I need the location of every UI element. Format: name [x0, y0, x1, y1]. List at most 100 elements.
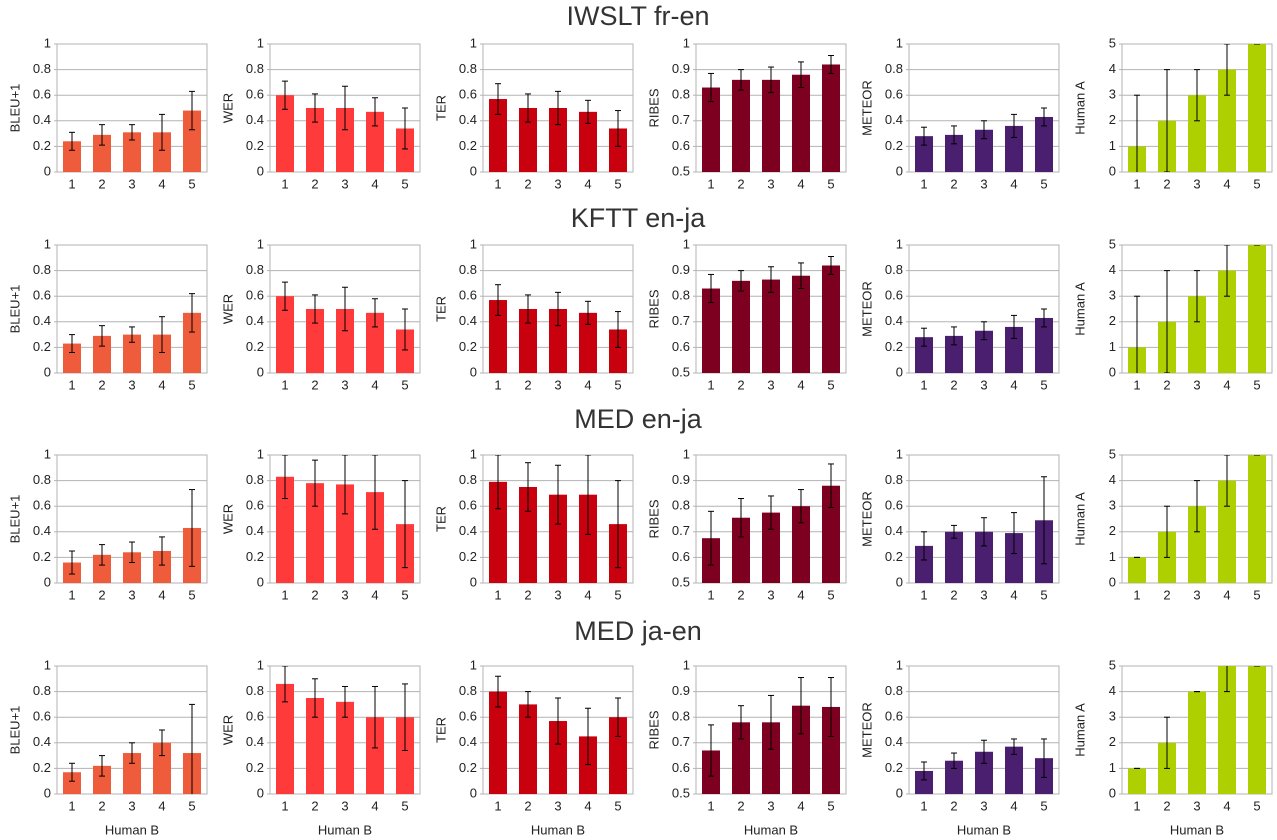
y-tick-label: 3 [1109, 709, 1116, 724]
error-bar [738, 705, 744, 740]
x-tick-label: 5 [401, 587, 408, 602]
x-tick-label: 1 [707, 587, 714, 602]
error-bar [921, 126, 927, 146]
x-tick-label: 2 [311, 176, 318, 191]
bar [945, 335, 963, 373]
error-bar [342, 85, 348, 131]
error-bar [615, 110, 621, 147]
error-bar [372, 97, 378, 127]
error-bar [738, 270, 744, 292]
error-bar [402, 107, 408, 150]
y-tick-label: 0.9 [672, 683, 690, 698]
x-tick-label: 3 [1193, 798, 1200, 813]
y-tick-label: 5 [1109, 657, 1116, 672]
x-tick-label: 4 [158, 798, 165, 813]
bar [93, 134, 111, 172]
y-axis-label: METEOR [859, 702, 874, 758]
y-tick-label: 1 [1109, 760, 1116, 775]
y-axis-label: RIBES [646, 88, 661, 127]
x-tick-label: 2 [737, 798, 744, 813]
y-tick-label: 4 [1109, 262, 1116, 277]
x-tick-label: 4 [797, 798, 804, 813]
x-tick-label: 2 [737, 377, 744, 392]
error-bar [402, 683, 408, 751]
bar [93, 335, 111, 373]
y-tick-label: 0.6 [459, 288, 477, 303]
x-tick-label: 5 [1253, 798, 1260, 813]
error-bar [129, 326, 135, 343]
error-bar [981, 120, 987, 140]
bar [1188, 691, 1206, 794]
y-tick-label: 0.2 [459, 760, 477, 775]
y-tick-label: 0.6 [33, 709, 51, 724]
y-tick-label: 2 [1109, 313, 1116, 328]
bar [822, 265, 840, 373]
y-tick-label: 0 [1109, 364, 1116, 379]
error-bar [708, 273, 714, 304]
x-axis-label: Human B [744, 822, 798, 837]
error-bar [951, 326, 957, 346]
y-tick-label: 5 [1109, 35, 1116, 50]
y-axis-label: TER [433, 506, 448, 532]
y-tick-label: 0.2 [459, 138, 477, 153]
error-bar [981, 739, 987, 764]
error-bar [921, 327, 927, 347]
bar [306, 309, 324, 373]
error-bar [342, 455, 348, 515]
x-tick-label: 3 [554, 798, 561, 813]
y-tick-label: 1 [1109, 138, 1116, 153]
error-bar [1011, 314, 1017, 339]
y-tick-label: 0.6 [885, 87, 903, 102]
error-bar [555, 464, 561, 525]
y-tick-label: 0 [1109, 785, 1116, 800]
x-tick-label: 5 [827, 798, 834, 813]
x-tick-label: 5 [188, 176, 195, 191]
bar [1218, 480, 1236, 583]
error-bar [189, 293, 195, 333]
error-bar [768, 694, 774, 750]
error-bar [282, 281, 288, 311]
bar [489, 99, 507, 172]
y-tick-label: 4 [1109, 683, 1116, 698]
y-tick-label: 0.4 [246, 523, 264, 538]
x-tick-label: 5 [1040, 377, 1047, 392]
y-tick-label: 1 [257, 236, 264, 251]
x-tick-label: 3 [554, 587, 561, 602]
y-tick-label: 0.2 [33, 138, 51, 153]
y-tick-label: 4 [1109, 61, 1116, 76]
x-tick-label: 2 [1163, 798, 1170, 813]
bar [123, 132, 141, 172]
x-tick-label: 1 [281, 798, 288, 813]
y-tick-label: 0.2 [459, 549, 477, 564]
y-tick-label: 3 [1109, 87, 1116, 102]
error-bar [99, 544, 105, 566]
bar [336, 701, 354, 794]
x-tick-label: 2 [98, 587, 105, 602]
error-bar [1224, 245, 1230, 297]
x-tick-label: 4 [158, 587, 165, 602]
y-axis-label: METEOR [859, 281, 874, 337]
x-axis-label: Human B [957, 822, 1011, 837]
bar [549, 108, 567, 172]
y-tick-label: 0.2 [246, 760, 264, 775]
bar [123, 753, 141, 794]
error-bar [615, 480, 621, 569]
y-tick-label: 1 [470, 657, 477, 672]
error-bar [1224, 455, 1230, 507]
error-bar [708, 72, 714, 103]
bar [579, 736, 597, 794]
y-tick-label: 0.7 [672, 523, 690, 538]
y-axis-label: BLEU+1 [7, 706, 22, 755]
x-tick-label: 3 [1193, 377, 1200, 392]
y-tick-label: 0.2 [885, 549, 903, 564]
y-tick-label: 0.2 [459, 339, 477, 354]
y-tick-label: 0.4 [33, 523, 51, 538]
y-tick-label: 1 [470, 35, 477, 50]
bar [519, 487, 537, 583]
bar [945, 760, 963, 794]
x-tick-label: 4 [584, 798, 591, 813]
y-tick-label: 1 [44, 446, 51, 461]
y-tick-label: 1 [470, 236, 477, 251]
error-bar [69, 131, 75, 151]
y-tick-label: 0.6 [672, 549, 690, 564]
